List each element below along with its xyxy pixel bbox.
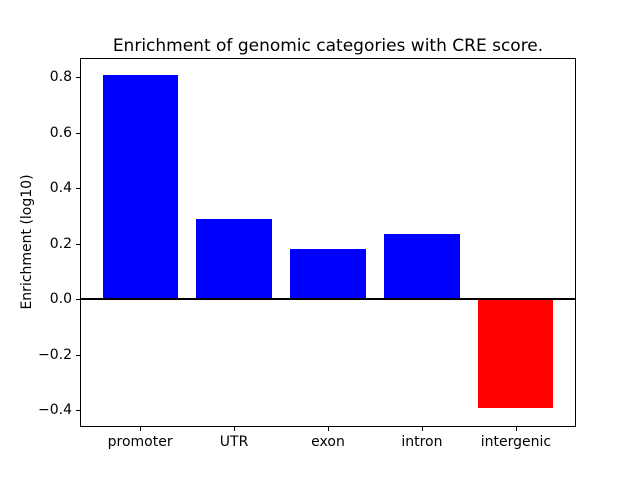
- chart-title: Enrichment of genomic categories with CR…: [112, 36, 544, 56]
- zero-line: [80, 298, 576, 301]
- y-tick-mark: [76, 299, 80, 301]
- x-tick-mark: [515, 427, 517, 431]
- plot-area: [80, 58, 576, 427]
- x-tick-mark: [140, 427, 142, 431]
- x-tick-mark: [234, 427, 236, 431]
- y-tick-label: −0.4: [38, 402, 72, 419]
- bar-UTR: [196, 218, 272, 300]
- bar-exon: [290, 249, 366, 300]
- bar-intergenic: [478, 299, 554, 408]
- y-tick-label: 0.2: [49, 235, 72, 252]
- x-tick-mark: [328, 427, 329, 431]
- y-tick-mark: [76, 410, 80, 412]
- y-tick-mark: [76, 354, 80, 356]
- x-tick-label-promoter: promoter: [107, 434, 173, 450]
- x-tick-label-exon: exon: [311, 434, 345, 450]
- x-tick-mark: [421, 427, 423, 431]
- bar-intron: [384, 234, 460, 300]
- y-tick-label: 0.4: [49, 180, 72, 197]
- y-tick-label: 0.6: [49, 124, 72, 141]
- y-tick-mark: [76, 188, 80, 190]
- x-tick-label-intron: intron: [401, 434, 443, 450]
- bar-promoter: [102, 74, 178, 300]
- y-tick-mark: [76, 243, 80, 245]
- x-tick-label-intergenic: intergenic: [480, 434, 552, 450]
- y-tick-mark: [76, 132, 80, 134]
- y-tick-label: −0.2: [38, 346, 72, 363]
- x-tick-label-UTR: UTR: [219, 434, 249, 450]
- y-tick-label: 0.0: [49, 291, 72, 308]
- y-tick-mark: [76, 77, 80, 79]
- y-tick-label: 0.8: [49, 69, 72, 86]
